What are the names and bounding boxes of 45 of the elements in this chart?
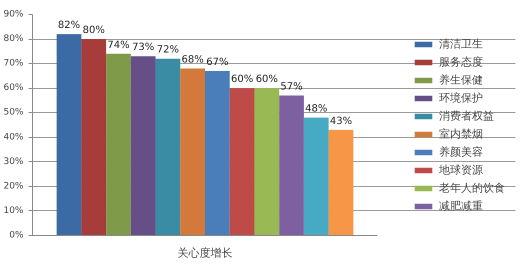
legend-label: 养生保健 bbox=[439, 72, 483, 87]
y-tick-label: 10% bbox=[3, 206, 24, 216]
data-label: 67% bbox=[206, 56, 228, 68]
y-tick-label: 80% bbox=[3, 34, 24, 44]
y-tick-label: 20% bbox=[3, 181, 24, 192]
data-label: 60% bbox=[256, 74, 278, 86]
bar bbox=[156, 58, 180, 236]
bar bbox=[205, 70, 230, 236]
y-tick-label: 60% bbox=[3, 83, 24, 94]
bar bbox=[279, 96, 304, 236]
bar bbox=[130, 56, 156, 236]
data-label: 82% bbox=[58, 20, 80, 32]
bar bbox=[180, 68, 205, 236]
y-tick-label: 40% bbox=[3, 132, 24, 142]
bar bbox=[81, 39, 106, 236]
legend-label: 室内禁烟 bbox=[439, 126, 483, 141]
bar bbox=[106, 54, 131, 236]
y-tick-label: 50% bbox=[3, 108, 24, 118]
legend-label: 消费者权益 bbox=[439, 108, 494, 123]
data-label: 60% bbox=[230, 74, 254, 86]
legend-label: 地球资源 bbox=[439, 162, 483, 177]
bar bbox=[254, 88, 280, 236]
y-tick-label: 30% bbox=[3, 156, 24, 167]
data-label: 80% bbox=[82, 25, 105, 36]
data-label: 57% bbox=[280, 82, 303, 93]
data-label: 68% bbox=[182, 54, 204, 66]
data-label: 43% bbox=[330, 116, 352, 127]
legend-label: 减肥减重 bbox=[439, 198, 483, 213]
data-label: 73% bbox=[132, 42, 154, 54]
legend-label: 环境保护 bbox=[439, 90, 483, 105]
legend-label: 老年人的饮食 bbox=[439, 180, 505, 195]
y-tick-label: 90% bbox=[3, 10, 24, 20]
data-label: 48% bbox=[305, 104, 328, 115]
data-label: 72% bbox=[156, 44, 180, 56]
legend-label: 养颜美容 bbox=[439, 144, 483, 159]
x-tick-label: 关心度增长 bbox=[178, 246, 232, 260]
bar bbox=[230, 88, 254, 236]
data-label: 74% bbox=[107, 40, 130, 51]
bar bbox=[56, 34, 82, 236]
legend-label: 服务态度 bbox=[439, 54, 483, 69]
legend-label: 清洁卫生 bbox=[439, 36, 483, 51]
y-tick-label: 70% bbox=[3, 58, 24, 69]
y-tick-label: 0% bbox=[9, 230, 24, 240]
bar bbox=[328, 130, 354, 236]
bar bbox=[304, 118, 329, 236]
